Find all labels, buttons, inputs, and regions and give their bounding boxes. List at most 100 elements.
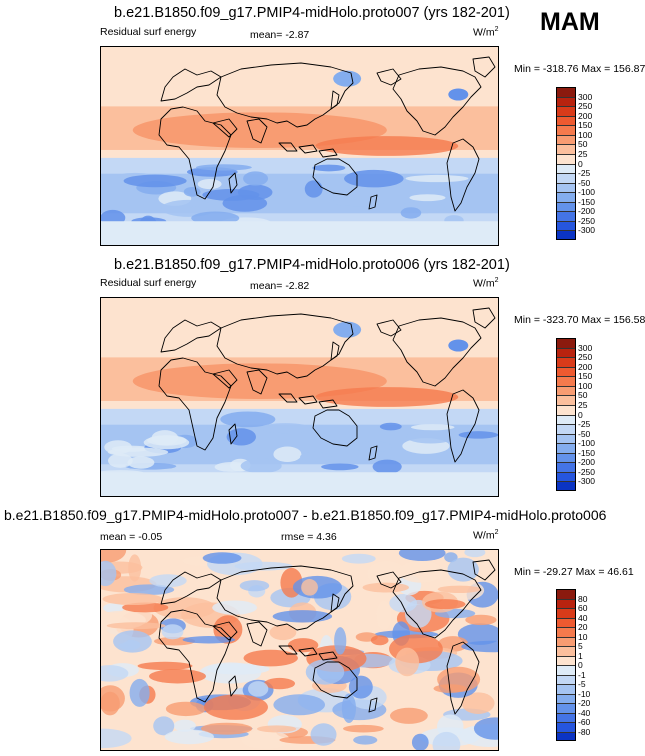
colorbar-tick-label: 40 <box>578 612 588 623</box>
colorbar-swatches <box>556 87 576 240</box>
colorbar-tick-label: -60 <box>578 717 591 727</box>
colorbar-tick-label: -200 <box>578 457 596 468</box>
colorbar-swatch <box>557 182 575 193</box>
colorbar-tick-label: -10 <box>578 688 591 699</box>
colorbar-tick-label: -250 <box>578 215 596 226</box>
colorbar-swatch <box>557 87 575 97</box>
colorbar-tick-label: -100 <box>578 187 596 198</box>
colorbar-swatch <box>557 703 575 713</box>
colorbar-tick-label: -40 <box>578 707 591 718</box>
colorbar-tick-label: -20 <box>578 698 591 708</box>
colorbar-swatch <box>557 674 575 684</box>
colorbar-swatch <box>557 589 575 599</box>
panel-3-rmse: rmse = 4.36 <box>281 531 337 543</box>
colorbar-tick-label: -1 <box>578 669 586 680</box>
colorbar-swatch <box>557 347 575 358</box>
panel-1-colorbar: 300 250 200 150 100 50 25 0 -25 -50 -100 -150 -200 -2… <box>556 87 595 240</box>
panel-1-units: W/m2 <box>473 26 499 39</box>
colorbar-swatch <box>557 163 575 174</box>
colorbar-tick-label: 300 <box>578 342 593 353</box>
colorbar-tick-label: -25 <box>578 168 591 179</box>
colorbar-swatch <box>557 452 575 463</box>
colorbar-tick-label: -150 <box>578 196 596 207</box>
colorbar-swatch <box>557 338 575 348</box>
colorbar-tick-label: 50 <box>578 390 588 401</box>
colorbar-tick-label: 0 <box>578 660 583 670</box>
colorbar-tick-label: 150 <box>578 120 593 131</box>
colorbar-tick-label: -80 <box>578 726 591 737</box>
colorbar-swatch <box>557 481 575 491</box>
panel-3-mean: mean = -0.05 <box>100 531 163 543</box>
panel-2-variable-label: Residual surf energy <box>100 277 197 289</box>
colorbar-tick-label: -25 <box>578 419 591 430</box>
colorbar-tick-label: -150 <box>578 447 596 458</box>
colorbar-swatch <box>557 385 575 396</box>
colorbar-tick-label: 80 <box>578 593 588 604</box>
colorbar-swatch <box>557 722 575 732</box>
colorbar-swatch <box>557 115 575 126</box>
colorbar-swatch <box>557 608 575 618</box>
colorbar-swatch <box>557 125 575 135</box>
colorbar-swatch <box>557 96 575 107</box>
panel-2-map <box>100 297 499 497</box>
panel-3-field <box>101 550 498 750</box>
colorbar-tick-label: 50 <box>578 139 588 150</box>
colorbar-tick-label: 60 <box>578 603 588 613</box>
colorbar-swatch <box>557 636 575 646</box>
colorbar-tick-label: 0 <box>578 409 583 420</box>
colorbar-swatch <box>557 627 575 637</box>
colorbar-tick-label: -300 <box>578 225 596 236</box>
panel-3-map <box>100 549 499 751</box>
colorbar-tick-label: 20 <box>578 622 588 632</box>
colorbar-swatch <box>557 731 575 741</box>
colorbar-swatch <box>557 366 575 377</box>
colorbar-tick-label: -300 <box>578 476 596 487</box>
colorbar-tick-label: 25 <box>578 148 588 159</box>
colorbar-tick-label: 0 <box>578 158 583 169</box>
colorbar-swatch <box>557 201 575 212</box>
colorbar-swatch <box>557 376 575 386</box>
panel-1-mean: mean= -2.87 <box>250 29 310 41</box>
colorbar-tick-label: 300 <box>578 91 593 102</box>
colorbar-swatch <box>557 153 575 164</box>
colorbar-tick-label: 250 <box>578 101 593 112</box>
panel-2-units: W/m2 <box>473 277 499 290</box>
colorbar-swatch <box>557 357 575 367</box>
colorbar-swatch <box>557 693 575 703</box>
colorbar-swatch <box>557 220 575 231</box>
panel-3-units: W/m2 <box>473 529 499 542</box>
colorbar-tick-label: 10 <box>578 631 588 642</box>
colorbar-swatch <box>557 712 575 722</box>
colorbar-swatches <box>556 338 576 491</box>
colorbar-swatch <box>557 646 575 656</box>
panel-1-minmax: Min = -318.76 Max = 156.87 <box>514 63 645 75</box>
colorbar-tick-label: -200 <box>578 206 596 217</box>
colorbar-swatch <box>557 665 575 675</box>
colorbar-tick-label: -250 <box>578 466 596 477</box>
colorbar-swatch <box>557 414 575 425</box>
panel-2-field <box>101 298 498 496</box>
colorbar-swatch <box>557 684 575 694</box>
colorbar-swatches <box>556 589 576 741</box>
colorbar-swatch <box>557 192 575 202</box>
colorbar-swatch <box>557 134 575 145</box>
colorbar-tick-label: 1 <box>578 650 583 661</box>
colorbar-tick-label: 200 <box>578 110 593 121</box>
colorbar-tick-label: 150 <box>578 371 593 382</box>
panel-1-field <box>101 47 498 245</box>
panel-1-variable-label: Residual surf energy <box>100 26 197 38</box>
season-label: MAM <box>540 8 600 36</box>
panel-2-mean: mean= -2.82 <box>250 280 310 292</box>
colorbar-swatch <box>557 106 575 116</box>
colorbar-swatch <box>557 144 575 154</box>
colorbar-tick-label: -100 <box>578 438 596 449</box>
colorbar-swatch <box>557 655 575 665</box>
panel-1-title: b.e21.B1850.f09_g17.PMIP4-midHolo.proto0… <box>114 5 510 21</box>
panel-3-minmax: Min = -29.27 Max = 46.61 <box>514 566 634 578</box>
colorbar-swatch <box>557 173 575 183</box>
colorbar-swatch <box>557 598 575 608</box>
panel-2-colorbar: 300 250 200 150 100 50 25 0 -25 -50 -100 -150 -200 -2… <box>556 338 595 491</box>
colorbar-swatch <box>557 395 575 405</box>
colorbar-tick-label: -50 <box>578 428 591 439</box>
colorbar-swatch <box>557 404 575 415</box>
